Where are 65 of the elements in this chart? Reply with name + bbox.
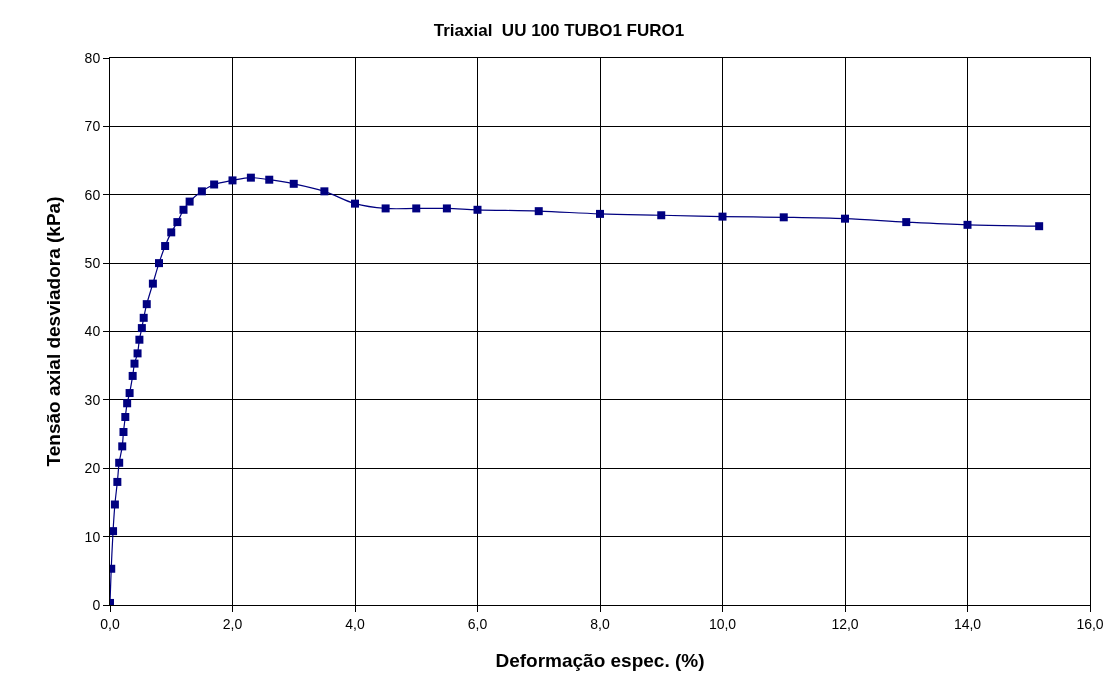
point	[210, 180, 219, 189]
point	[110, 500, 119, 509]
point	[228, 176, 237, 185]
point	[148, 279, 157, 288]
point	[534, 207, 543, 216]
y-tick-label: 30	[84, 391, 101, 408]
point	[128, 371, 137, 380]
point	[167, 228, 176, 237]
point	[142, 300, 151, 309]
point	[125, 389, 134, 398]
point	[779, 213, 788, 222]
x-tick-label: 0,0	[100, 615, 120, 632]
x-tick-label: 16,0	[1076, 615, 1104, 632]
x-tick-label: 6,0	[467, 615, 488, 632]
y-tick-label: 70	[84, 118, 101, 135]
point	[246, 173, 255, 182]
point	[473, 205, 482, 214]
point	[289, 179, 298, 188]
point	[197, 187, 206, 196]
x-tick-label: 10,0	[708, 615, 737, 632]
x-tick-label: 4,0	[345, 615, 365, 632]
y-tick-label: 0	[92, 596, 101, 613]
y-tick-label: 40	[84, 323, 101, 340]
point	[121, 412, 130, 421]
point	[596, 209, 604, 218]
point	[412, 204, 421, 213]
point	[113, 477, 122, 486]
y-tick-label: 20	[84, 460, 101, 477]
point	[963, 220, 972, 229]
point	[902, 218, 911, 227]
x-tick-label: 8,0	[590, 615, 610, 632]
point	[115, 458, 124, 467]
point	[155, 259, 163, 268]
y-axis-title: Tensão axial desviadora (kPa)	[43, 196, 65, 467]
point	[161, 242, 170, 251]
point	[320, 187, 329, 196]
point	[381, 204, 390, 213]
point	[442, 204, 451, 213]
point	[110, 527, 118, 536]
point	[135, 335, 144, 344]
point	[133, 349, 142, 358]
x-axis-title: Deformação espec. (%)	[495, 649, 705, 671]
y-tick-label: 50	[84, 255, 101, 272]
x-tick-label: 14,0	[953, 615, 982, 632]
point	[119, 428, 128, 437]
point	[179, 205, 188, 214]
point	[1035, 222, 1044, 231]
point	[137, 324, 146, 333]
point	[139, 313, 148, 322]
point	[130, 359, 139, 368]
point	[718, 212, 727, 221]
point	[265, 175, 274, 184]
y-tick-label: 60	[84, 186, 101, 203]
x-tick-label: 2,0	[222, 615, 243, 632]
chart-title: Triaxial UU 100 TUBO1 FURO1	[433, 21, 685, 41]
point	[123, 399, 132, 408]
point	[841, 214, 849, 223]
point	[185, 197, 194, 206]
point	[118, 442, 127, 451]
point	[173, 218, 182, 227]
x-tick-label: 12,0	[831, 615, 859, 632]
y-tick-label: 10	[84, 528, 101, 545]
y-tick-label: 80	[84, 49, 101, 66]
point	[351, 199, 359, 208]
point	[657, 211, 666, 220]
